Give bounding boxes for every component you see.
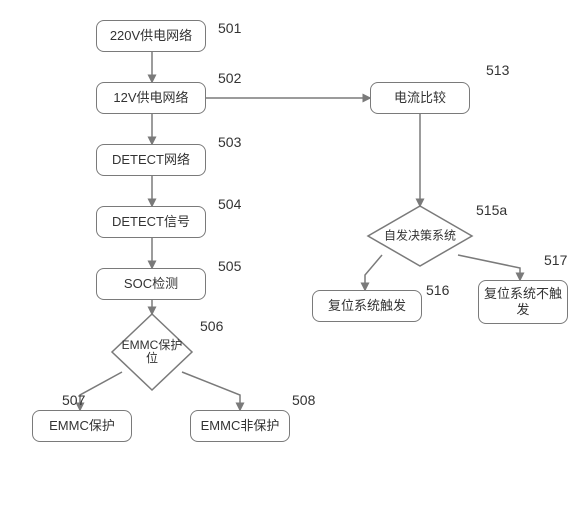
label-513: 513 (486, 62, 509, 78)
node-reset-notrigger: 复位系统不触发 (478, 280, 568, 324)
label-501: 501 (218, 20, 241, 36)
diamond-decision-text: 自发决策系统 (373, 229, 467, 242)
node-220v: 220V供电网络 (96, 20, 206, 52)
node-reset-trigger: 复位系统触发 (312, 290, 422, 322)
node-detect-net: DETECT网络 (96, 144, 206, 176)
label-506: 506 (200, 318, 223, 334)
label-503: 503 (218, 134, 241, 150)
node-12v: 12V供电网络 (96, 82, 206, 114)
node-detect-sig: DETECT信号 (96, 206, 206, 238)
node-emmc-protect: EMMC保护 (32, 410, 132, 442)
label-505: 505 (218, 258, 241, 274)
diamond-emmc-text: EMMC保护位 (117, 339, 187, 365)
node-current-compare: 电流比较 (370, 82, 470, 114)
label-504: 504 (218, 196, 241, 212)
label-502: 502 (218, 70, 241, 86)
label-516: 516 (426, 282, 449, 298)
label-515a: 515a (476, 202, 507, 218)
node-emmc-noprotect: EMMC非保护 (190, 410, 290, 442)
label-507: 507 (62, 392, 85, 408)
node-soc: SOC检测 (96, 268, 206, 300)
label-517: 517 (544, 252, 567, 268)
label-508: 508 (292, 392, 315, 408)
